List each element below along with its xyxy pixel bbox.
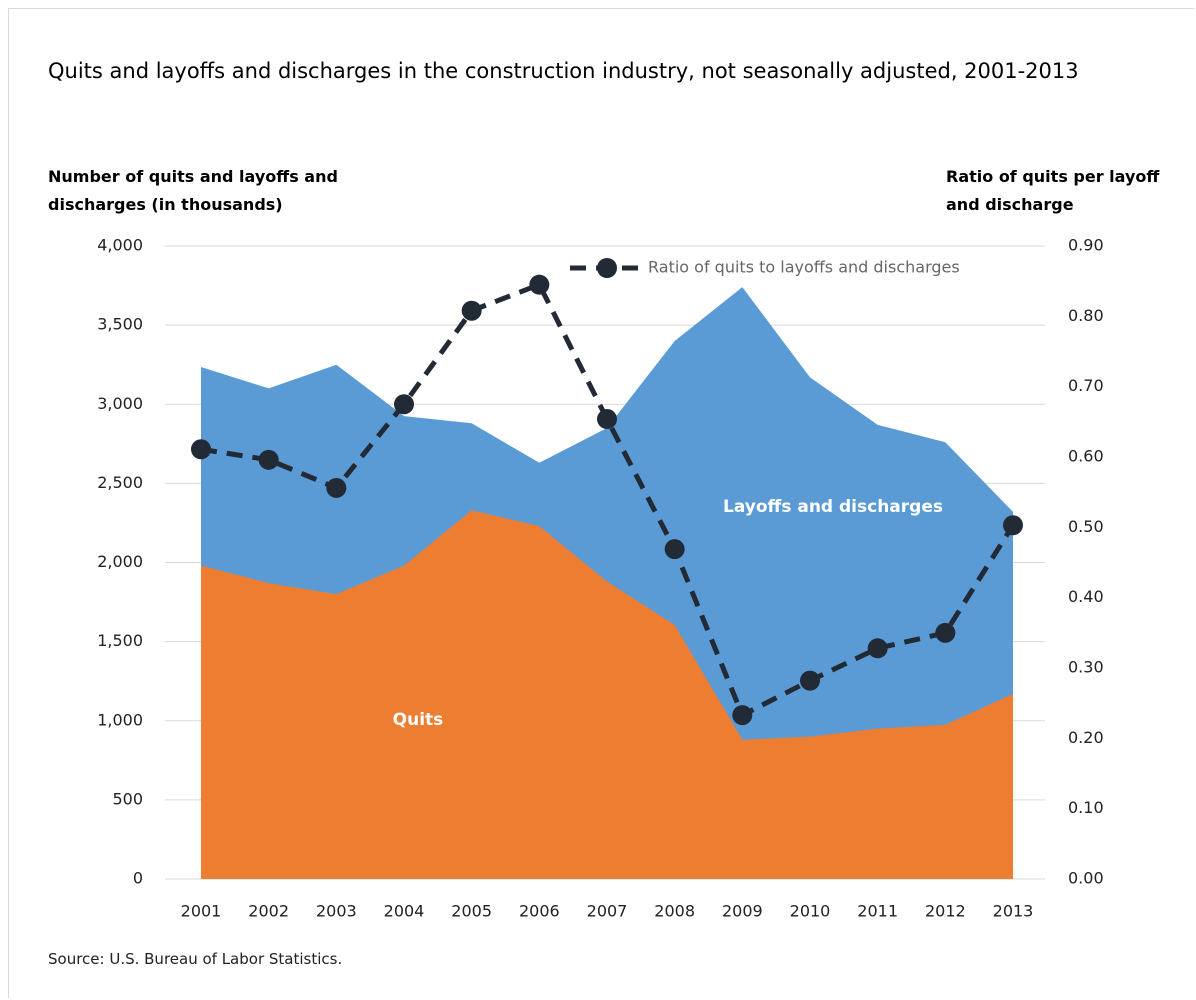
- x-tick-label: 2001: [181, 902, 222, 921]
- y2-tick-label: 0.80: [1068, 306, 1104, 325]
- x-tick-label: 2012: [925, 902, 966, 921]
- ratio-point: [867, 638, 888, 659]
- x-tick-label: 2008: [654, 902, 695, 921]
- ratio-point: [935, 622, 956, 643]
- x-tick-label: 2004: [384, 902, 425, 921]
- x-tick-label: 2011: [857, 902, 898, 921]
- ratio-point: [529, 274, 550, 295]
- y-tick-label: 4,000: [97, 236, 143, 255]
- legend-label: Ratio of quits to layoffs and discharges: [648, 258, 960, 277]
- area-label: Quits: [393, 710, 444, 730]
- x-tick-label: 2005: [451, 902, 492, 921]
- ratio-point: [732, 705, 753, 726]
- y-tick-label: 3,000: [97, 394, 143, 413]
- y2-tick-label: 0.60: [1068, 447, 1104, 466]
- y-tick-label: 2,500: [97, 473, 143, 492]
- y-tick-label: 1,500: [97, 631, 143, 650]
- x-tick-label: 2007: [587, 902, 628, 921]
- area: [201, 510, 1013, 879]
- y-tick-label: 2,000: [97, 552, 143, 571]
- y2-tick-label: 0.30: [1068, 658, 1104, 677]
- y-tick-label: 3,500: [97, 315, 143, 334]
- ratio-point: [800, 670, 820, 691]
- ratio-point: [461, 300, 482, 321]
- ratio-point: [597, 409, 617, 430]
- ratio-point: [258, 449, 279, 470]
- ratio-point: [1003, 515, 1023, 536]
- y-tick-label: 1,000: [97, 710, 143, 729]
- y-axis-title: Number of quits and layoffs and discharg…: [48, 167, 338, 214]
- y2-tick-label: 0.40: [1068, 587, 1104, 606]
- y2-tick-label: 0.00: [1068, 869, 1104, 888]
- y2-tick-label: 0.20: [1068, 728, 1104, 747]
- ratio-point: [394, 394, 414, 415]
- y2-axis-title: Ratio of quits per layoff and discharge: [946, 167, 1160, 214]
- y2-tick-label: 0.70: [1068, 376, 1104, 395]
- y2-tick-label: 0.90: [1068, 236, 1104, 255]
- x-tick-label: 2003: [316, 902, 357, 921]
- ratio-point: [664, 539, 685, 560]
- x-tick-label: 2013: [993, 902, 1034, 921]
- y-tick-label: 500: [112, 789, 143, 808]
- frame: [8, 8, 1194, 998]
- chart-title: Quits and layoffs and discharges in the …: [48, 59, 1079, 83]
- x-tick-label: 2002: [248, 902, 289, 921]
- y2-tick-label: 0.50: [1068, 517, 1104, 536]
- x-tick-label: 2009: [722, 902, 763, 921]
- source: Source: U.S. Bureau of Labor Statistics.: [48, 950, 343, 968]
- ratio-point: [326, 477, 347, 498]
- area-label: Layoffs and discharges: [723, 497, 943, 517]
- x-tick-label: 2006: [519, 902, 560, 921]
- y-tick-label: 0: [133, 869, 143, 888]
- ratio-point: [191, 439, 211, 460]
- legend-marker: [597, 258, 617, 278]
- x-tick-label: 2010: [790, 902, 831, 921]
- y2-tick-label: 0.10: [1068, 798, 1104, 817]
